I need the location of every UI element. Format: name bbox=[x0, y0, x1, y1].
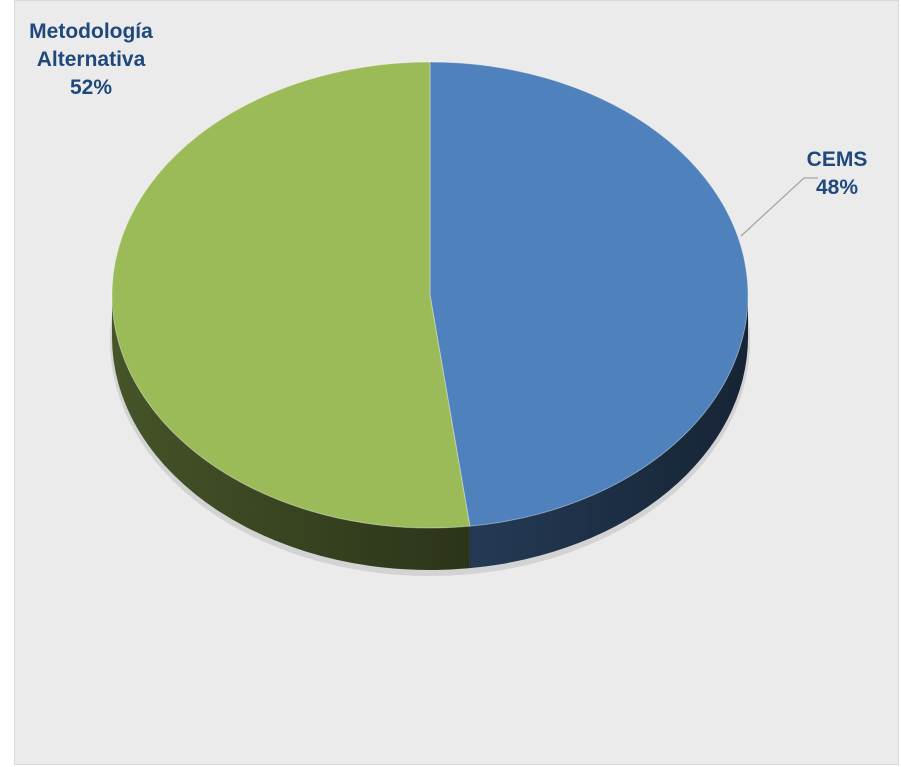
slice-percent-cems: 48% bbox=[815, 176, 859, 199]
slice-percent-metodologia: 52% bbox=[69, 76, 113, 99]
pie-slice-side-1 bbox=[112, 295, 470, 570]
slice-name-metodologia-line-1: Metodología bbox=[29, 20, 153, 43]
slice-label-metodologia-alternativa: Metodología Alternativa 52% bbox=[16, 18, 166, 102]
slice-name-metodologia-line-2: Alternativa bbox=[36, 48, 146, 71]
pie-slice-cems bbox=[429, 61, 749, 527]
leader-line-cems bbox=[740, 177, 818, 237]
slice-label-cems: CEMS 48% bbox=[792, 146, 882, 202]
pie-slice-metodolog-a-alternativa bbox=[111, 61, 471, 529]
slice-name-cems: CEMS bbox=[806, 148, 868, 171]
pie-slice-side-0 bbox=[469, 295, 748, 569]
